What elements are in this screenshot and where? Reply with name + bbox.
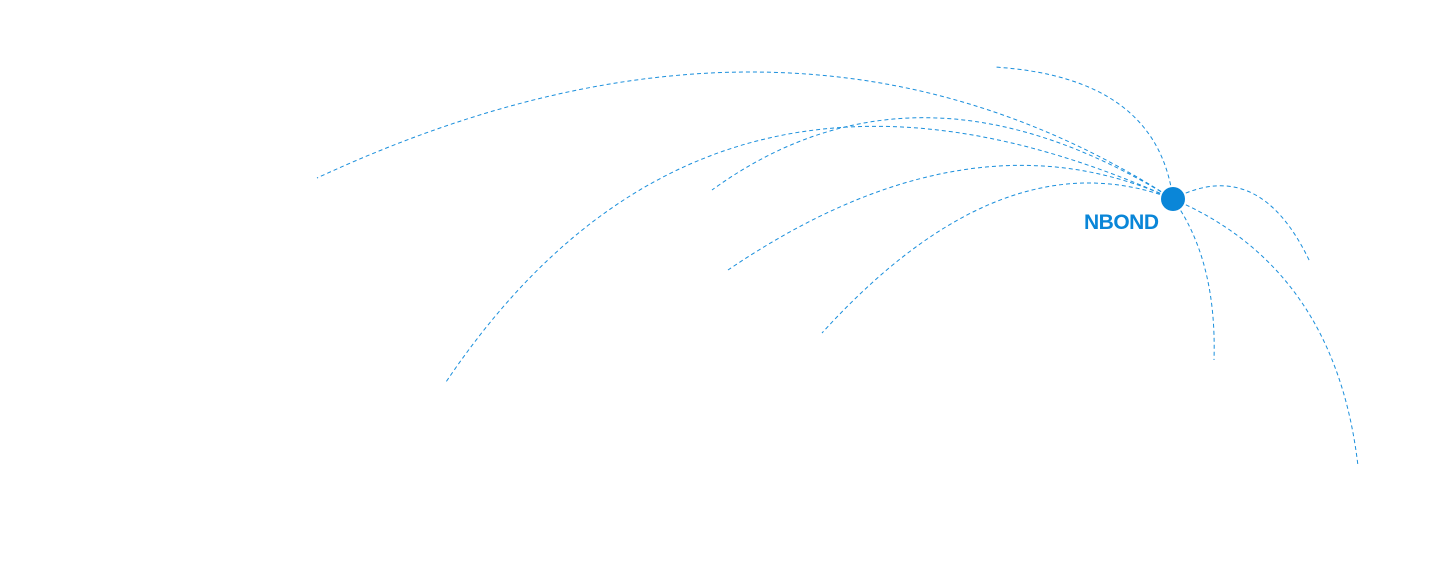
- connection-arc-2: [445, 125, 1174, 383]
- connection-arc-8: [1172, 198, 1215, 361]
- connection-arc-3: [711, 117, 1174, 200]
- connection-arc-6: [993, 66, 1174, 200]
- connection-arc-7: [1172, 185, 1311, 263]
- connection-arc-1: [316, 71, 1174, 200]
- connection-arc-5: [821, 182, 1174, 334]
- hub-label: NBOND: [1084, 211, 1159, 234]
- connection-arc-4: [727, 164, 1174, 271]
- hub-node: [1161, 187, 1185, 211]
- connection-arc-9: [1172, 198, 1359, 467]
